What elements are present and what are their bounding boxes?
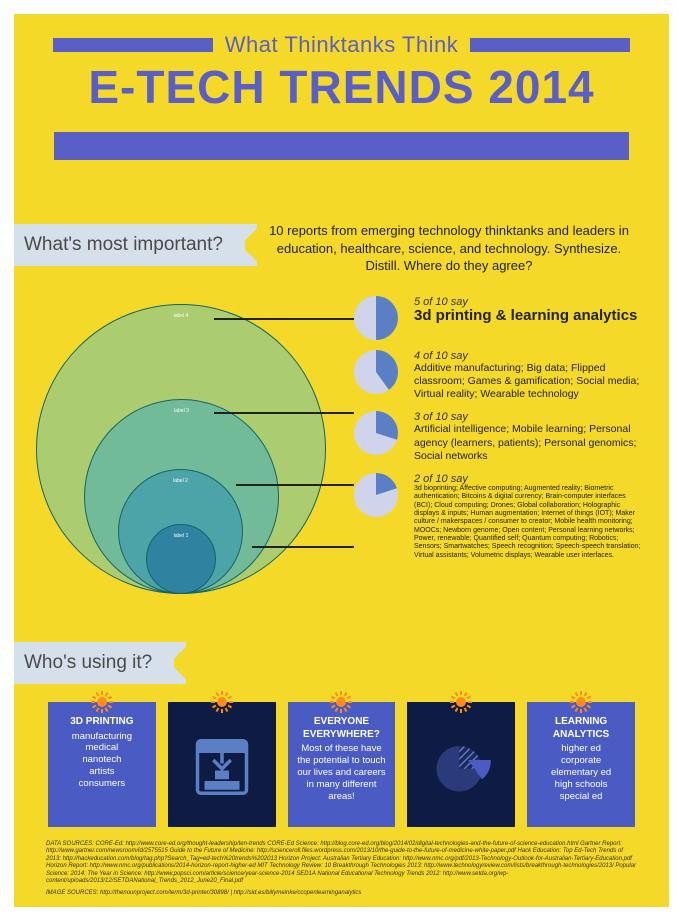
card-body: Most of these have the potential to touc… xyxy=(294,743,390,802)
finding-count: 3 of 10 say xyxy=(414,411,641,423)
connector-4 xyxy=(252,546,354,548)
findings-list: 5 of 10 say3d printing & learning analyt… xyxy=(354,296,641,570)
header-big-bar xyxy=(54,132,629,160)
cards-row: 3D PRINTING manufacturing medical nanotec… xyxy=(48,702,635,827)
card xyxy=(407,702,515,827)
finding-label: Artificial intelligence; Mobile learning… xyxy=(414,423,641,462)
ribbon-important: What's most important? xyxy=(14,224,245,266)
finding-item: 4 of 10 sayAdditive manufacturing; Big d… xyxy=(354,350,641,401)
finding-item: 3 of 10 sayArtificial intelligence; Mobi… xyxy=(354,411,641,462)
main-title: E-TECH TRENDS 2014 xyxy=(14,60,669,114)
card-title: EVERYONE EVERYWHERE? xyxy=(294,716,390,741)
finding-count: 4 of 10 say xyxy=(414,350,641,362)
card-body: manufacturing medical nanotech artists c… xyxy=(54,731,150,790)
concentric-circles: label 4 label 3 label 2 label 1 xyxy=(36,304,326,594)
card: LEARNING ANALYTICShigher ed corporate el… xyxy=(527,702,635,827)
circle-1: label 1 xyxy=(146,524,216,594)
finding-text: 2 of 10 say3d bioprinting; Affective com… xyxy=(414,473,641,561)
finding-label: 3d printing & learning analytics xyxy=(414,308,641,325)
finding-label: 3d bioprinting; Affective computing; Aug… xyxy=(414,485,641,561)
pie-chart-icon xyxy=(354,296,398,340)
finding-text: 5 of 10 say3d printing & learning analyt… xyxy=(414,296,641,340)
connector-1 xyxy=(214,318,354,320)
finding-text: 4 of 10 sayAdditive manufacturing; Big d… xyxy=(414,350,641,401)
card xyxy=(168,702,276,827)
pie-chart-icon xyxy=(354,411,398,455)
subtitle: What Thinktanks Think xyxy=(225,32,458,58)
infographic-canvas: What Thinktanks Think E-TECH TRENDS 2014… xyxy=(14,14,669,907)
connector-2 xyxy=(214,412,354,414)
sources-footer: DATA SOURCES: CORE-Ed: http://www.core-e… xyxy=(46,841,637,898)
finding-item: 5 of 10 say3d printing & learning analyt… xyxy=(354,296,641,340)
analytics-pie-icon xyxy=(426,732,496,806)
pie-chart-icon xyxy=(354,473,398,517)
header-bar-right xyxy=(470,38,630,52)
finding-label: Additive manufacturing; Big data; Flippe… xyxy=(414,362,641,401)
sun-icon xyxy=(210,690,234,714)
sun-icon xyxy=(90,690,114,714)
data-sources: DATA SOURCES: CORE-Ed: http://www.core-e… xyxy=(46,841,637,886)
pie-chart-icon xyxy=(354,350,398,394)
intro-text: 10 reports from emerging technology thin… xyxy=(269,222,629,275)
printer-icon xyxy=(187,732,257,806)
card: EVERYONE EVERYWHERE?Most of these have t… xyxy=(288,702,396,827)
card-title: 3D PRINTING xyxy=(54,716,150,729)
card: 3D PRINTING manufacturing medical nanotec… xyxy=(48,702,156,827)
finding-count: 2 of 10 say xyxy=(414,473,641,485)
sun-icon xyxy=(449,690,473,714)
header-bar-left xyxy=(53,38,213,52)
connector-3 xyxy=(236,484,354,486)
card-body: higher ed corporate elementary ed high s… xyxy=(533,743,629,802)
sun-icon xyxy=(329,690,353,714)
sun-icon xyxy=(569,690,593,714)
finding-item: 2 of 10 say3d bioprinting; Affective com… xyxy=(354,473,641,561)
finding-text: 3 of 10 sayArtificial intelligence; Mobi… xyxy=(414,411,641,462)
ribbon-using: Who's using it? xyxy=(14,642,174,684)
image-sources: IMAGE SOURCES: http://thenounproject.com… xyxy=(46,890,637,898)
card-title: LEARNING ANALYTICS xyxy=(533,716,629,741)
header-row: What Thinktanks Think xyxy=(14,14,669,58)
